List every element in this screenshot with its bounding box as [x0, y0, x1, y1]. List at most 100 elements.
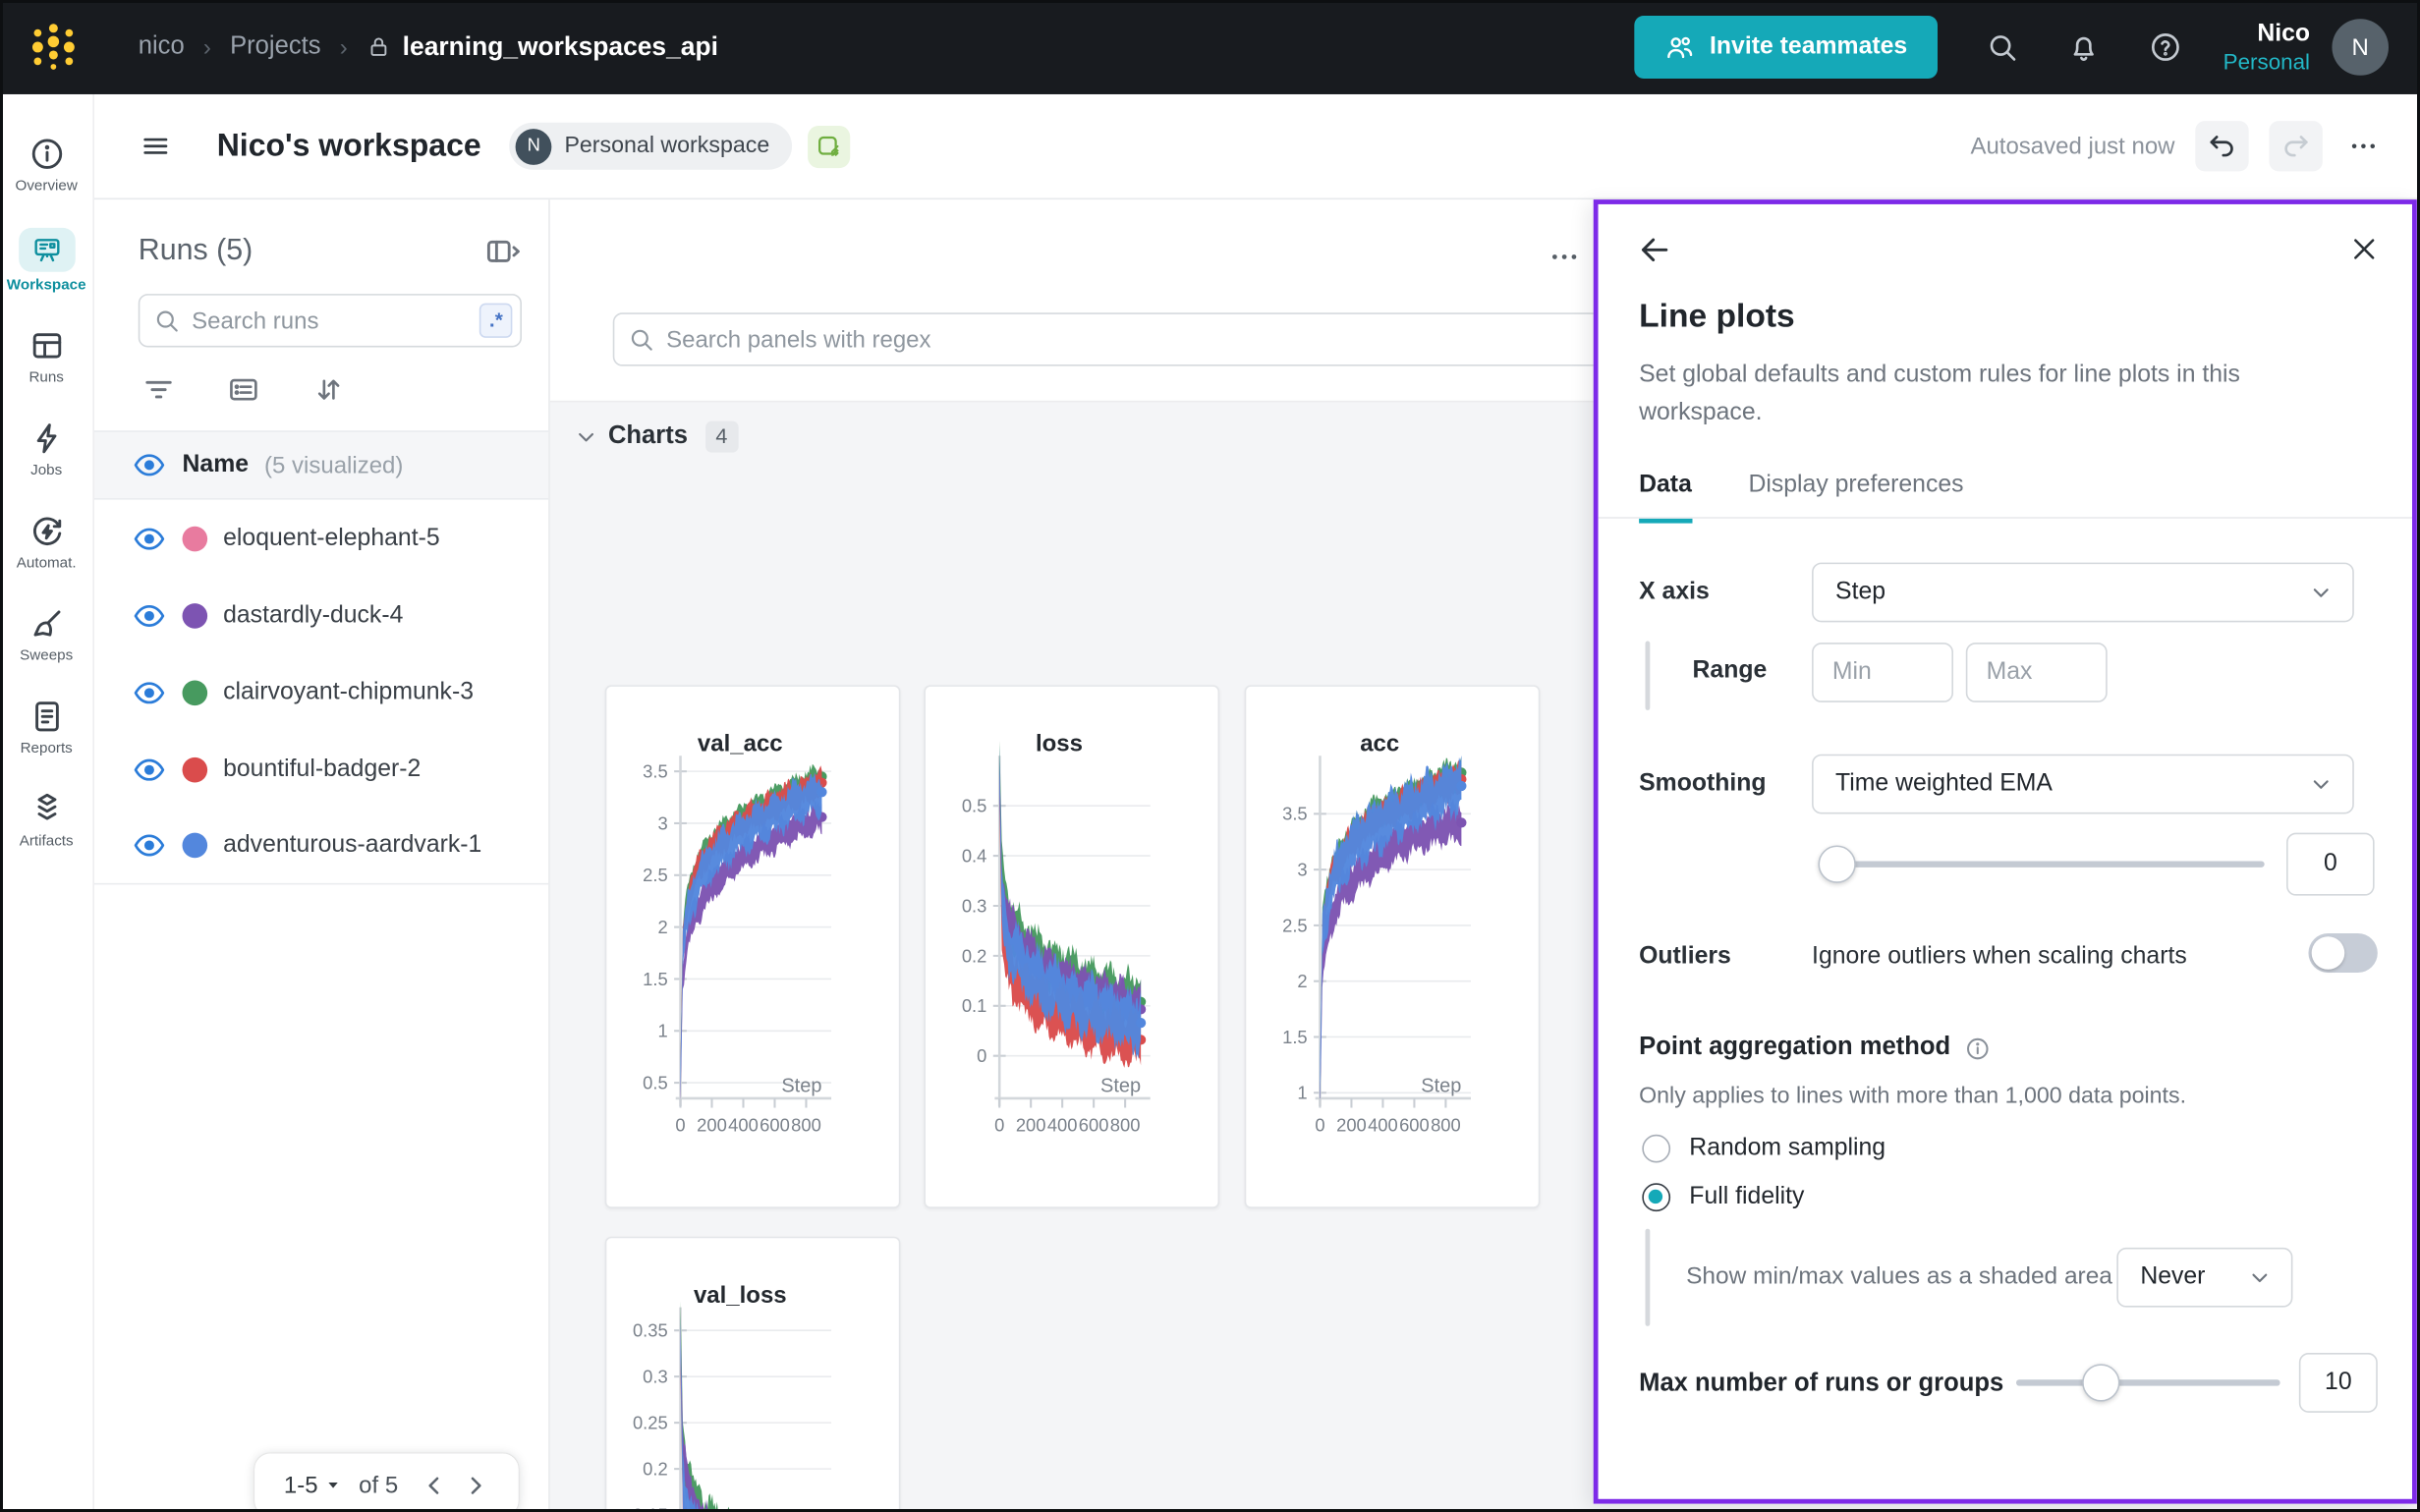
svg-text:1.5: 1.5	[643, 969, 668, 989]
redo-button[interactable]	[2269, 121, 2323, 172]
radio-icon[interactable]	[1642, 1134, 1671, 1163]
run-color-dot[interactable]	[182, 679, 208, 705]
tab-data[interactable]: Data	[1639, 472, 1692, 524]
run-name[interactable]: adventurous-aardvark-1	[223, 831, 482, 859]
run-color-dot[interactable]	[182, 525, 208, 551]
panel-description: Set global defaults and custom rules for…	[1639, 361, 2240, 426]
runs-header-meta: (5 visualized)	[264, 451, 404, 479]
rail-item-workspace[interactable]: Workspace	[2, 227, 90, 294]
breadcrumb-projects[interactable]: Projects	[230, 32, 321, 60]
chart-panel-val_loss[interactable]: val_loss0.050.10.150.20.250.30.350200400…	[604, 1236, 901, 1512]
eye-icon[interactable]	[132, 598, 166, 633]
prev-page-icon[interactable]	[422, 1472, 448, 1498]
slider-track[interactable]	[2015, 1379, 2280, 1386]
radio-random-sampling[interactable]: Random sampling	[1642, 1134, 1885, 1163]
eye-icon[interactable]	[132, 675, 166, 709]
radio-icon[interactable]	[1642, 1183, 1671, 1212]
rail-item-automat[interactable]: Automat.	[2, 512, 90, 572]
svg-text:0: 0	[994, 1115, 1004, 1136]
max-runs-slider[interactable]	[2015, 1364, 2280, 1402]
eye-icon[interactable]	[132, 752, 166, 786]
run-name[interactable]: eloquent-elephant-5	[223, 524, 440, 551]
pagination: 1-5 of 5	[254, 1453, 519, 1512]
slider-track[interactable]	[1830, 861, 2265, 868]
breadcrumb-entity[interactable]: nico	[138, 32, 185, 60]
slider-handle[interactable]	[1818, 845, 1856, 883]
runs-header-name: Name	[182, 451, 250, 478]
eye-icon[interactable]	[132, 521, 166, 555]
chart-panel-acc[interactable]: acc 1 1.5 2 2.5 3 3.5 0 200 400 600 800 Step	[1244, 685, 1541, 1208]
user-block[interactable]: Nico Personal	[2223, 18, 2310, 76]
user-name: Nico	[2257, 20, 2311, 47]
charts-section-title: Charts	[607, 421, 689, 449]
run-name[interactable]: clairvoyant-chipmunk-3	[223, 678, 475, 705]
shared-view-icon[interactable]	[807, 125, 850, 168]
rail-item-jobs[interactable]: Jobs	[2, 420, 90, 479]
svg-text:Step: Step	[1100, 1076, 1141, 1097]
svg-text:400: 400	[728, 1115, 759, 1136]
run-row[interactable]: clairvoyant-chipmunk-3	[94, 653, 548, 730]
regex-toggle-button[interactable]: .*	[479, 303, 513, 338]
workspace-header: Nico's workspace N Personal workspace Au…	[93, 93, 2420, 200]
rail-item-sweeps[interactable]: Sweeps	[2, 605, 90, 665]
report-icon	[28, 698, 65, 735]
rail-item-overview[interactable]: Overview	[2, 136, 90, 195]
sort-icon[interactable]	[311, 372, 346, 407]
collapse-section-icon[interactable]	[574, 423, 599, 449]
invite-teammates-button[interactable]: Invite teammates	[1634, 15, 1938, 79]
max-runs-value-box[interactable]: 10	[2298, 1353, 2378, 1413]
rail-item-runs[interactable]: Runs	[2, 327, 90, 386]
wandb-logo-icon[interactable]	[28, 21, 79, 74]
workspace-overflow-menu[interactable]	[2347, 131, 2379, 162]
range-max-input[interactable]	[1965, 643, 2108, 702]
run-name[interactable]: dastardly-duck-4	[223, 600, 404, 628]
rail-item-reports[interactable]: Reports	[2, 698, 90, 757]
eye-icon[interactable]	[132, 448, 166, 482]
minmax-select[interactable]: Never	[2116, 1247, 2293, 1308]
run-row[interactable]: bountiful-badger-2	[94, 731, 548, 808]
run-row[interactable]: adventurous-aardvark-1	[93, 808, 549, 885]
eye-icon[interactable]	[132, 828, 166, 863]
breadcrumb-project[interactable]: learning_workspaces_api	[366, 32, 718, 62]
run-row[interactable]: dastardly-duck-4	[94, 577, 548, 653]
radio-full-fidelity[interactable]: Full fidelity	[1642, 1183, 1804, 1212]
bell-icon[interactable]	[2066, 29, 2101, 64]
info-icon[interactable]	[1965, 1035, 1992, 1061]
close-icon[interactable]	[2349, 234, 2379, 263]
tab-display-preferences[interactable]: Display preferences	[1748, 471, 1964, 498]
group-list-icon[interactable]	[226, 372, 260, 407]
undo-button[interactable]	[2195, 121, 2249, 172]
run-color-dot[interactable]	[182, 832, 208, 859]
run-color-dot[interactable]	[182, 602, 208, 628]
lock-icon	[366, 34, 392, 60]
menu-icon[interactable]	[140, 131, 171, 162]
expand-table-icon[interactable]	[484, 233, 522, 270]
filter-icon[interactable]	[141, 372, 176, 407]
smoothing-slider[interactable]	[1818, 845, 2265, 883]
svg-text:0.5: 0.5	[962, 796, 987, 816]
run-name[interactable]: bountiful-badger-2	[223, 755, 422, 782]
chart-panel-val_acc[interactable]: val_acc 0.5 1 1.5 2 2.5 3 3.5 0 200 400 600 800 Step	[604, 685, 901, 1208]
slider-handle[interactable]	[2082, 1364, 2120, 1402]
x-axis-select[interactable]: Step	[1812, 562, 2354, 623]
outliers-text: Ignore outliers when scaling charts	[1812, 942, 2187, 970]
outliers-toggle[interactable]	[2308, 933, 2378, 973]
range-min-input[interactable]	[1812, 643, 1953, 702]
smoothing-label: Smoothing	[1639, 769, 1767, 797]
runs-search-input[interactable]	[138, 294, 522, 348]
smoothing-value-box[interactable]: 0	[2286, 832, 2375, 896]
run-color-dot[interactable]	[182, 756, 208, 782]
smoothing-select[interactable]: Time weighted EMA	[1812, 754, 2354, 814]
help-icon[interactable]	[2148, 29, 2182, 64]
run-row[interactable]: eloquent-elephant-5	[94, 500, 548, 577]
personal-workspace-badge[interactable]: N Personal workspace	[509, 122, 792, 170]
back-icon[interactable]	[1638, 233, 1672, 267]
chart-panel-loss[interactable]: loss 0 0.1 0.2 0.3 0.4 0.5 0 200 400 600 800 Step	[924, 685, 1220, 1208]
rail-item-artifacts[interactable]: Artifacts	[2, 790, 90, 850]
avatar[interactable]: N	[2332, 19, 2390, 76]
page-range-dropdown[interactable]: 1-5	[284, 1472, 345, 1498]
top-navbar: nico › Projects › learning_workspaces_ap…	[0, 0, 2420, 94]
next-page-icon[interactable]	[463, 1472, 489, 1498]
search-icon[interactable]	[1985, 29, 2019, 64]
ellipsis-icon[interactable]	[1548, 240, 1582, 273]
